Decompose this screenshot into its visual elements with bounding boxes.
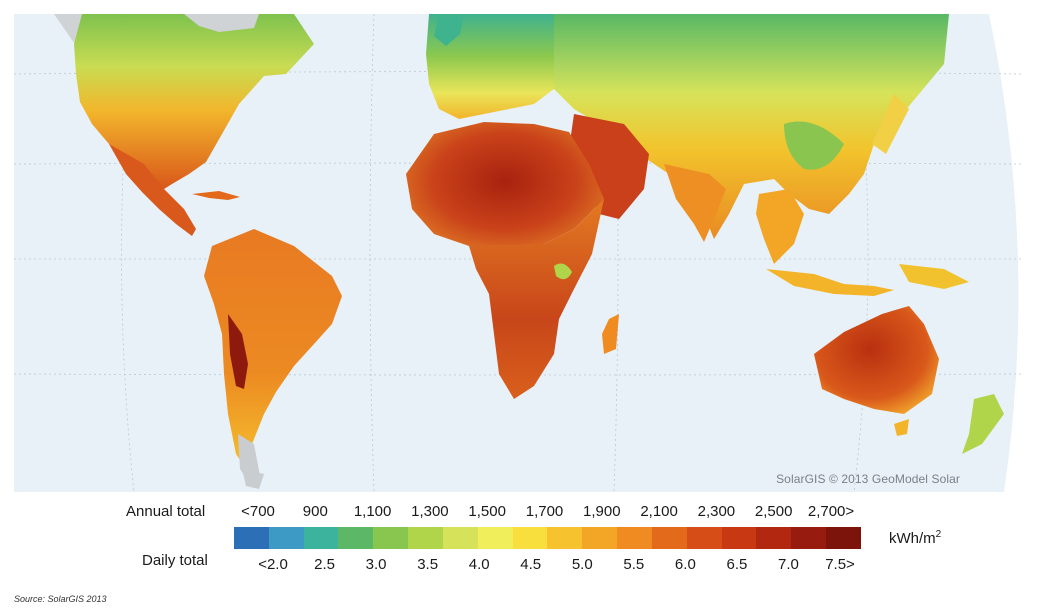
- color-swatch: [512, 527, 548, 549]
- color-swatch: [338, 527, 374, 549]
- atacama-peak: [228, 314, 248, 389]
- annual-tick: 1,300: [411, 503, 449, 520]
- daily-tick: 7.0: [778, 556, 799, 573]
- east-africa-highlands: [554, 263, 572, 280]
- annual-tick: 2,700>: [807, 503, 855, 520]
- daily-total-label: Daily total: [142, 552, 208, 569]
- china-green: [784, 121, 844, 170]
- africa-north: [406, 122, 604, 254]
- unit-base: kWh/m: [889, 530, 936, 547]
- india: [664, 164, 726, 242]
- annual-tick: <700: [241, 503, 275, 520]
- new-guinea: [899, 264, 969, 289]
- africa-south: [469, 199, 604, 399]
- tierra-del-fuego: [242, 469, 264, 489]
- annual-tick: 1,900: [583, 503, 621, 520]
- color-swatch: [303, 527, 339, 549]
- color-swatch: [791, 527, 827, 549]
- daily-tick: 5.5: [623, 556, 645, 573]
- color-swatch: [234, 527, 269, 549]
- british-isles: [434, 14, 464, 46]
- daily-tick: 3.0: [365, 556, 387, 573]
- asia: [554, 14, 949, 239]
- daily-tick: 4.5: [520, 556, 542, 573]
- daily-tick: 6.5: [726, 556, 748, 573]
- daily-tick: 2.5: [314, 556, 335, 573]
- world-map: [14, 14, 1022, 492]
- north-america: [74, 14, 314, 189]
- annual-tick: 2,300: [697, 503, 736, 520]
- south-america: [204, 229, 342, 469]
- color-swatch: [651, 527, 687, 549]
- color-swatch: [442, 527, 478, 549]
- daily-tick: 3.5: [417, 556, 439, 573]
- indonesia: [766, 269, 894, 296]
- caribbean: [192, 191, 240, 200]
- japan: [872, 94, 909, 154]
- southeast-asia: [756, 189, 804, 264]
- daily-tick: 5.0: [571, 556, 593, 573]
- daily-tick: 4.0: [468, 556, 490, 573]
- color-swatch: [756, 527, 792, 549]
- daily-tick: <2.0: [258, 556, 288, 573]
- annual-tick: 2,500: [754, 503, 793, 520]
- color-scale-bar: [234, 527, 861, 549]
- arctic-islands: [184, 14, 259, 32]
- unit-exponent: 2: [935, 529, 942, 540]
- color-swatch: [721, 527, 757, 549]
- annual-tick: 1,700: [525, 503, 564, 520]
- annual-tick: 1,100: [353, 503, 392, 520]
- annual-tick: 2,100: [640, 503, 678, 520]
- central-america: [109, 144, 196, 236]
- color-swatch: [617, 527, 652, 549]
- color-swatch: [408, 527, 443, 549]
- map-edge: [989, 14, 1022, 492]
- color-swatch: [582, 527, 618, 549]
- daily-tick: 7.5>: [825, 556, 855, 573]
- color-swatch: [826, 527, 861, 549]
- daily-tick: 6.0: [674, 556, 696, 573]
- new-zealand: [962, 394, 1004, 454]
- source-note: Source: SolarGIS 2013: [14, 594, 107, 604]
- unit-label: kWh/m2: [889, 529, 941, 547]
- color-swatch: [373, 527, 409, 549]
- color-swatch: [686, 527, 722, 549]
- tasmania: [894, 419, 909, 436]
- annual-tick: 900: [302, 503, 328, 520]
- australia: [814, 306, 939, 414]
- color-swatch: [547, 527, 583, 549]
- color-swatch: [268, 527, 304, 549]
- map-credit: SolarGIS © 2013 GeoModel Solar: [776, 472, 960, 486]
- annual-tick: 1,500: [468, 503, 506, 520]
- madagascar: [602, 314, 619, 354]
- annual-total-label: Annual total: [126, 503, 206, 520]
- solar-irradiation-map: SolarGIS © 2013 GeoModel Solar: [14, 14, 1022, 492]
- color-swatch: [477, 527, 513, 549]
